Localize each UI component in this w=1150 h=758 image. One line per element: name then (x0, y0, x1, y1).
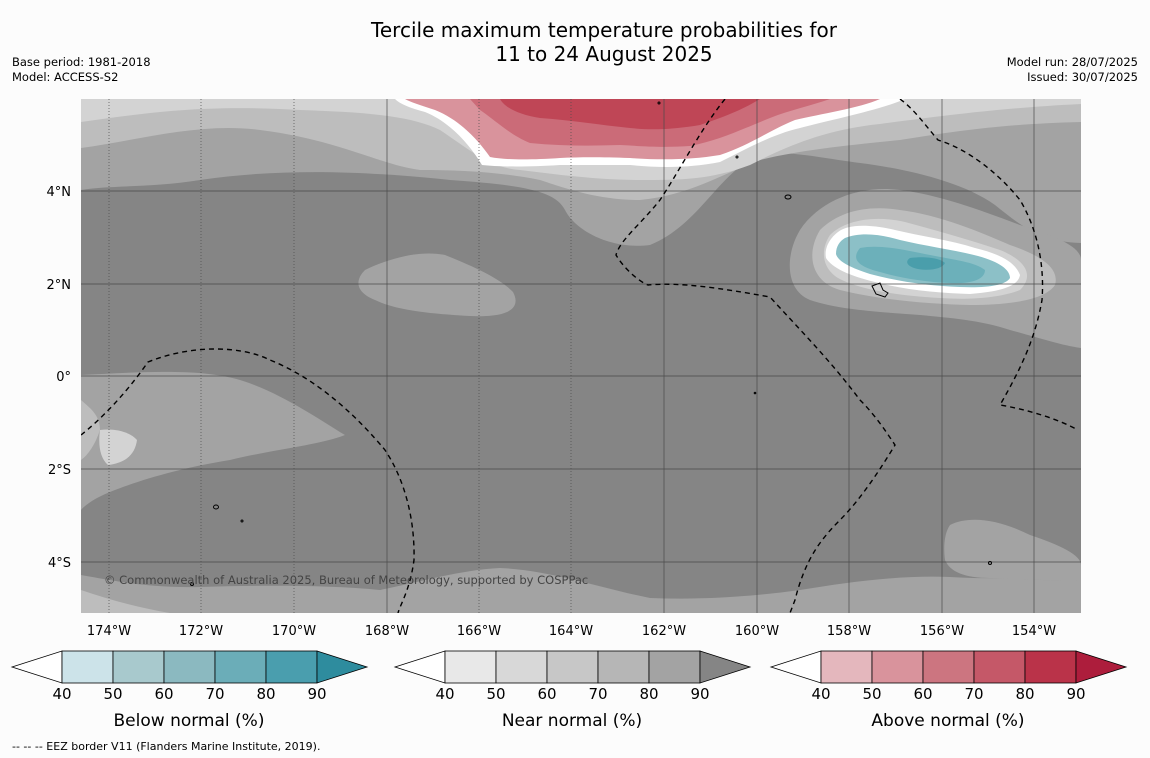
legend-tick-label: 90 (1066, 685, 1085, 703)
legend-tick-label: 80 (639, 685, 658, 703)
legend-color-cell (871, 650, 924, 684)
copyright-notice: © Commonwealth of Australia 2025, Bureau… (104, 573, 588, 587)
legend-min-arrow (393, 650, 446, 684)
legend-tick-label: 80 (256, 685, 275, 703)
legend-color-cell (495, 650, 548, 684)
near-normal-70-south (81, 590, 170, 613)
legend-color-cell (922, 650, 975, 684)
legend-color-cell (163, 650, 216, 684)
lon-label: 166°W (457, 624, 501, 639)
lon-label: 172°W (179, 624, 223, 639)
legend-tick-label: 40 (811, 685, 830, 703)
legend-color-cell (820, 650, 873, 684)
issued-date: Issued: 30/07/2025 (1027, 70, 1138, 84)
lon-label: 156°W (920, 624, 964, 639)
lon-label: 158°W (827, 624, 871, 639)
legend-tick-label: 50 (862, 685, 881, 703)
legend-color-cell (648, 650, 701, 684)
eez-borders (81, 99, 1079, 613)
legend-tick-label: 70 (588, 685, 607, 703)
legend-color-cell (112, 650, 165, 684)
legend-max-arrow (1075, 650, 1128, 684)
near-normal-80-southwest (81, 371, 345, 510)
legend-min-arrow (769, 650, 822, 684)
legend-tick-label: 60 (913, 685, 932, 703)
legend-color-cell (597, 650, 650, 684)
legend-below-normal: 40 50 60 70 80 90 Below normal (%) (10, 650, 369, 731)
title-line-1: Tercile maximum temperature probabilitie… (371, 18, 837, 42)
legend-tick-label: 40 (435, 685, 454, 703)
model-run: Model run: 28/07/2025 (1006, 55, 1138, 69)
lat-label: 0° (56, 370, 71, 385)
near-normal-70-southwest (81, 400, 100, 460)
legend-color-cell (61, 650, 114, 684)
lat-label: 4°N (47, 185, 72, 200)
model-name: Model: ACCESS-S2 (12, 70, 119, 84)
legend-max-arrow (316, 650, 369, 684)
legend-color-cell (973, 650, 1026, 684)
lat-label: 2°N (47, 278, 72, 293)
run-info: Model run: 28/07/2025 Issued: 30/07/2025 (1007, 55, 1138, 85)
near-normal-80-central (358, 253, 516, 317)
longitude-labels: 174°W 172°W 170°W 168°W 166°W 164°W 162°… (87, 624, 1056, 639)
legend-color-cell (1024, 650, 1077, 684)
below-normal-80 (907, 257, 945, 270)
legend-tick-label: 60 (537, 685, 556, 703)
legend-min-arrow (10, 650, 63, 684)
near-normal-80-southeast (944, 519, 1081, 581)
latitude-labels: 4°N 2°N 0° 2°S 4°S (47, 185, 72, 571)
base-period: Base period: 1981-2018 (12, 55, 151, 69)
legend-tick-label: 60 (154, 685, 173, 703)
lon-label: 164°W (549, 624, 593, 639)
eez-footnote: -- -- -- EEZ border V11 (Flanders Marine… (12, 740, 321, 753)
title-line-2: 11 to 24 August 2025 (495, 42, 713, 66)
legend-tick-label: 50 (486, 685, 505, 703)
lon-label: 162°W (642, 624, 686, 639)
legend-tick-label: 80 (1015, 685, 1034, 703)
lon-label: 160°W (735, 624, 779, 639)
legend-color-cell (265, 650, 318, 684)
base-info: Base period: 1981-2018 Model: ACCESS-S2 (12, 55, 151, 85)
near-normal-80-south (81, 568, 1081, 613)
legend-color-cell (546, 650, 599, 684)
legend-tick-label: 70 (205, 685, 224, 703)
legend-label: Near normal (%) (502, 711, 642, 731)
legend-color-cell (444, 650, 497, 684)
legend-label: Above normal (%) (871, 711, 1024, 731)
lon-label: 154°W (1012, 624, 1056, 639)
legend-tick-label: 40 (52, 685, 71, 703)
legend-label: Below normal (%) (114, 711, 265, 731)
map-plot-area: © Commonwealth of Australia 2025, Bureau… (81, 99, 1081, 613)
map-title: Tercile maximum temperature probabilitie… (0, 18, 1150, 66)
legend-tick-label: 70 (964, 685, 983, 703)
islands (190, 101, 992, 586)
legend-near-normal: 40 50 60 70 80 90 Near normal (%) (393, 650, 752, 731)
lon-label: 174°W (87, 624, 131, 639)
lat-label: 2°S (48, 463, 71, 478)
legend-tick-label: 90 (307, 685, 326, 703)
legend-tick-label: 50 (103, 685, 122, 703)
legend-max-arrow (699, 650, 752, 684)
legend-tick-label: 90 (690, 685, 709, 703)
legend-above-normal: 40 50 60 70 80 90 Above normal (%) (769, 650, 1128, 731)
lon-label: 170°W (272, 624, 316, 639)
lon-label: 168°W (365, 624, 409, 639)
map-figure: © Commonwealth of Australia 2025, Bureau… (10, 99, 1128, 731)
graticule (81, 99, 1081, 613)
lat-label: 4°S (48, 556, 71, 571)
above-normal-70 (500, 99, 760, 130)
legend-color-cell (214, 650, 267, 684)
